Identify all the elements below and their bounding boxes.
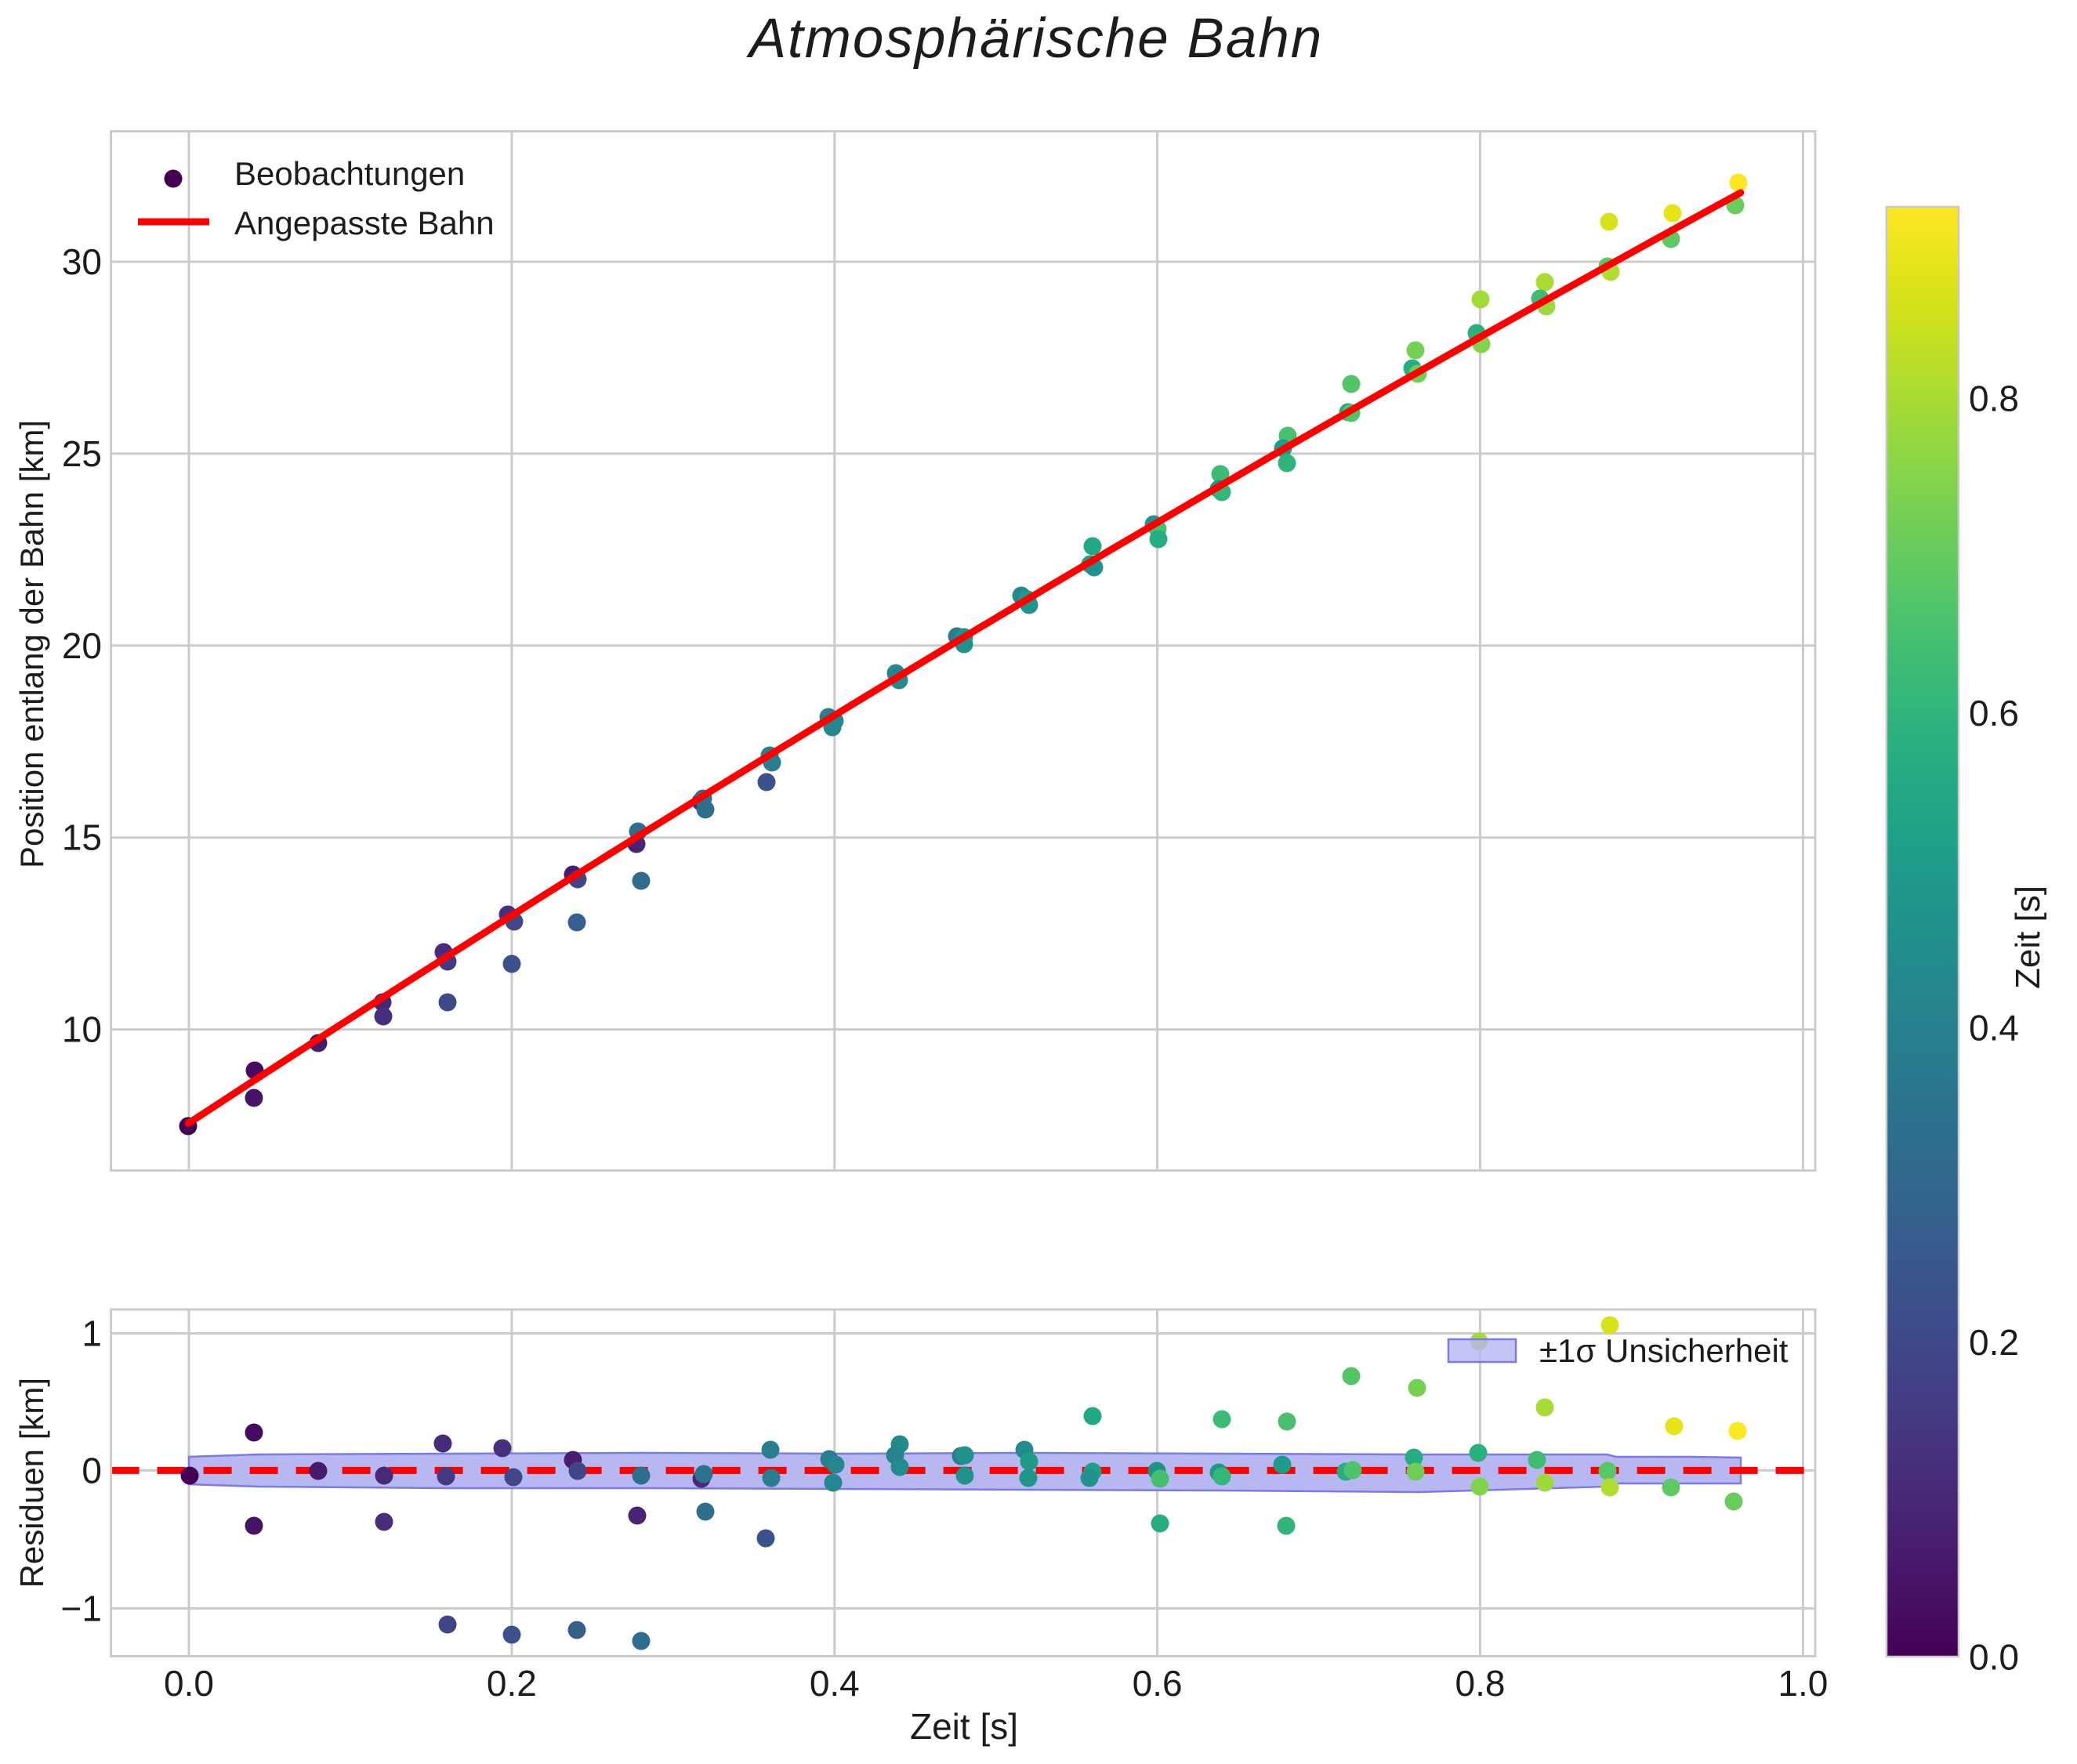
svg-text:Zeit [s]: Zeit [s] bbox=[2009, 886, 2047, 989]
svg-text:Residuen [km]: Residuen [km] bbox=[13, 1378, 50, 1588]
svg-text:1.0: 1.0 bbox=[1778, 1663, 1828, 1704]
svg-text:Atmosphärische Bahn: Atmosphärische Bahn bbox=[746, 8, 1324, 70]
svg-text:Position entlang der Bahn [km]: Position entlang der Bahn [km] bbox=[13, 420, 50, 868]
svg-text:±1σ Unsicherheit: ±1σ Unsicherheit bbox=[1539, 1332, 1789, 1369]
svg-text:1: 1 bbox=[82, 1313, 102, 1354]
svg-text:0.8: 0.8 bbox=[1455, 1663, 1506, 1704]
svg-text:Angepasste Bahn: Angepasste Bahn bbox=[234, 205, 495, 241]
svg-text:30: 30 bbox=[62, 241, 102, 282]
svg-text:15: 15 bbox=[62, 817, 102, 858]
svg-text:0: 0 bbox=[82, 1450, 102, 1491]
svg-text:0.6: 0.6 bbox=[1969, 693, 2019, 733]
svg-text:Zeit [s]: Zeit [s] bbox=[910, 1706, 1018, 1747]
svg-text:0.2: 0.2 bbox=[1969, 1322, 2019, 1363]
svg-text:0.4: 0.4 bbox=[810, 1663, 860, 1704]
svg-text:0.8: 0.8 bbox=[1969, 379, 2019, 419]
svg-text:Beobachtungen: Beobachtungen bbox=[234, 155, 465, 192]
svg-text:10: 10 bbox=[62, 1009, 102, 1050]
svg-text:25: 25 bbox=[62, 433, 102, 474]
svg-text:0.6: 0.6 bbox=[1133, 1663, 1183, 1704]
svg-text:20: 20 bbox=[62, 625, 102, 666]
svg-text:0.0: 0.0 bbox=[164, 1663, 214, 1704]
svg-text:−1: −1 bbox=[61, 1588, 102, 1629]
svg-text:0.2: 0.2 bbox=[487, 1663, 537, 1704]
svg-text:0.4: 0.4 bbox=[1969, 1008, 2019, 1049]
svg-text:0.0: 0.0 bbox=[1969, 1637, 2019, 1678]
